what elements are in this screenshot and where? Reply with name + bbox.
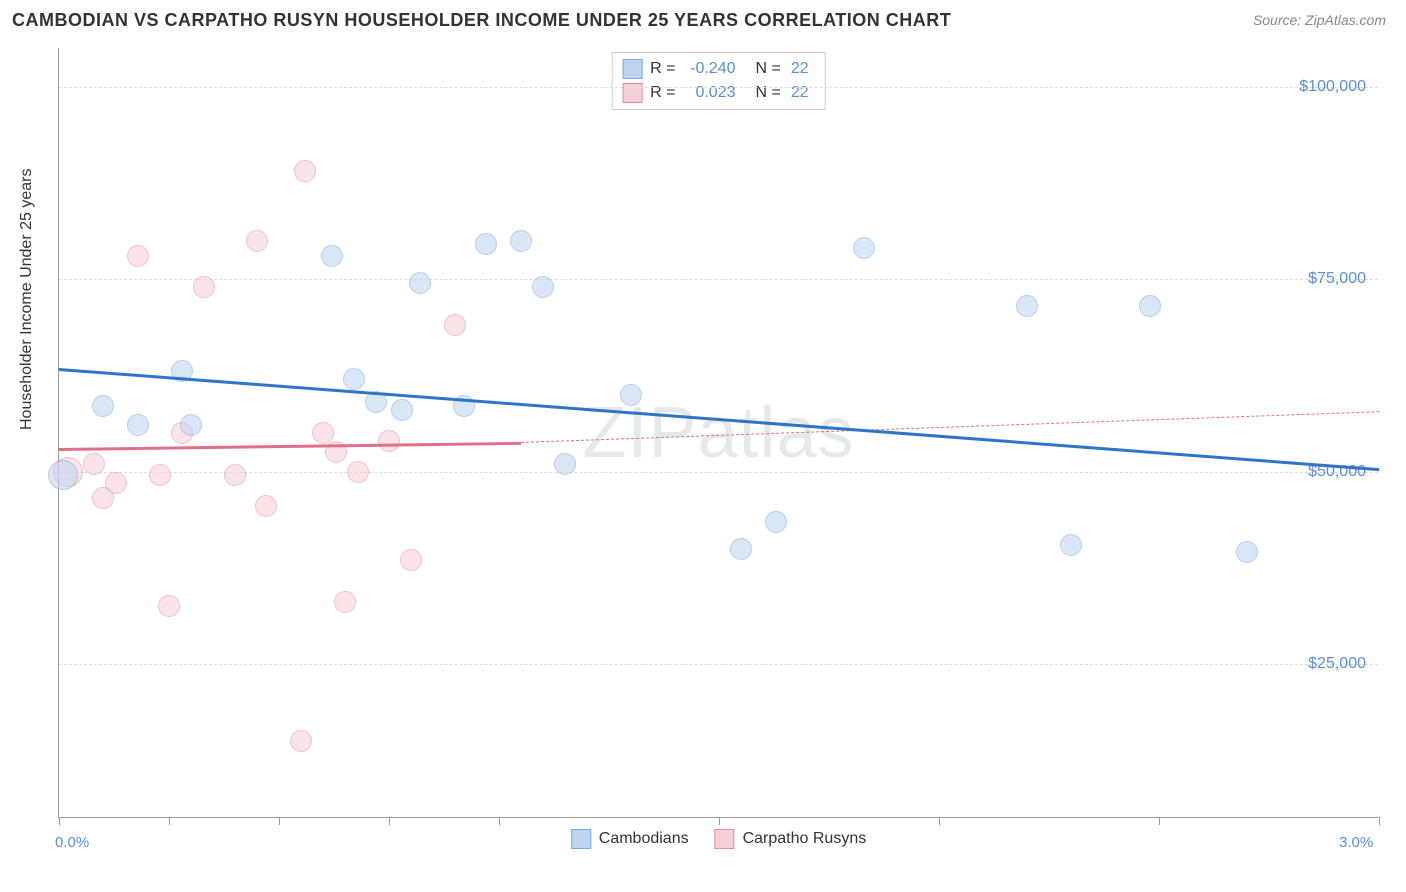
data-point [312,422,334,444]
data-point [321,245,343,267]
data-point [853,237,875,259]
data-point [730,538,752,560]
legend-item: Cambodians [571,829,689,849]
data-point [255,495,277,517]
legend-item: Carpatho Rusyns [715,829,867,849]
grid-line [59,664,1378,665]
data-point [1060,534,1082,556]
data-point [193,276,215,298]
legend-n-label-2: N = [756,81,781,105]
y-tick-label: $100,000 [1299,78,1366,96]
data-point [127,245,149,267]
header: CAMBODIAN VS CARPATHO RUSYN HOUSEHOLDER … [0,0,1406,40]
data-point [347,461,369,483]
legend-r-value-1: 0.023 [686,81,736,105]
correlation-legend: R = -0.240 N = 22 R = 0.023 N = 22 [611,52,826,110]
data-point [444,314,466,336]
legend-n-value-1: 22 [791,81,815,105]
x-tick [939,817,940,825]
data-point [1016,295,1038,317]
data-point [224,464,246,486]
x-tick-label: 3.0% [1339,834,1373,851]
data-point [105,472,127,494]
data-point [180,414,202,436]
data-point [475,233,497,255]
trend-line [59,442,521,451]
legend-label: Cambodians [599,830,689,848]
data-point [294,160,316,182]
legend-swatch-icon [715,829,735,849]
legend-row-cambodians: R = -0.240 N = 22 [622,57,815,81]
x-tick [59,817,60,825]
x-tick [1379,817,1380,825]
legend-label: Carpatho Rusyns [743,830,867,848]
legend-swatch-icon [571,829,591,849]
data-point [532,276,554,298]
x-tick [389,817,390,825]
legend-n-label: N = [756,57,781,81]
data-point [92,395,114,417]
data-point [149,464,171,486]
page-title: CAMBODIAN VS CARPATHO RUSYN HOUSEHOLDER … [12,10,951,31]
grid-line [59,87,1378,88]
y-axis-title: Householder Income Under 25 years [18,169,36,430]
data-point [409,272,431,294]
data-point [400,549,422,571]
data-point [554,453,576,475]
data-point [1236,541,1258,563]
grid-line [59,279,1378,280]
legend-r-value-0: -0.240 [686,57,736,81]
series-legend: Cambodians Carpatho Rusyns [571,829,866,849]
legend-n-value-0: 22 [791,57,815,81]
source-name: ZipAtlas.com [1305,12,1386,28]
source-attribution: Source: ZipAtlas.com [1253,12,1386,28]
swatch-cambodians-icon [622,59,642,79]
x-tick [719,817,720,825]
data-point [391,399,413,421]
x-tick [169,817,170,825]
x-tick [279,817,280,825]
data-point [83,453,105,475]
data-point [127,414,149,436]
data-point [620,384,642,406]
legend-r-label: R = [650,57,675,81]
data-point [1139,295,1161,317]
source-prefix: Source: [1253,12,1305,28]
data-point [290,730,312,752]
data-point [378,430,400,452]
scatter-plot: ZIPatlas R = -0.240 N = 22 R = 0.023 N =… [58,48,1378,818]
data-point [334,591,356,613]
y-tick-label: $75,000 [1308,270,1366,288]
watermark-text: ZIPatlas [582,392,854,474]
data-point [343,368,365,390]
grid-line [59,472,1378,473]
x-tick-label: 0.0% [55,834,89,851]
data-point [510,230,532,252]
data-point [246,230,268,252]
legend-row-carpatho: R = 0.023 N = 22 [622,81,815,105]
legend-r-label-2: R = [650,81,675,105]
data-point [158,595,180,617]
x-tick [1159,817,1160,825]
y-tick-label: $25,000 [1308,655,1366,673]
data-point [48,460,78,490]
data-point [765,511,787,533]
x-tick [499,817,500,825]
